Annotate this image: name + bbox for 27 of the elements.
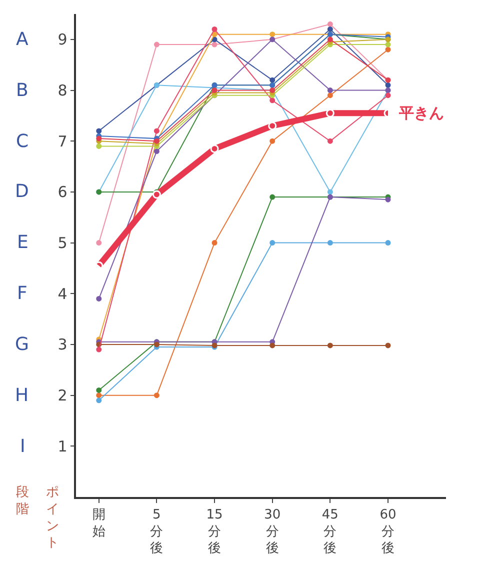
y-tick-label: 5 <box>58 234 68 252</box>
y-tick-label: 2 <box>58 386 68 405</box>
text: C <box>16 131 29 152</box>
x-tick-label: 5分後 <box>150 507 164 556</box>
text: G <box>15 334 29 355</box>
y-tick-label: 6 <box>58 183 68 202</box>
text: 段階 <box>16 485 29 517</box>
y-tick-label: 3 <box>58 336 68 354</box>
x-tick-label: 開始 <box>92 507 106 540</box>
text: H <box>15 385 29 406</box>
series-label: 平きん <box>398 104 444 122</box>
x-tick-label: 30分後 <box>264 507 281 556</box>
text: D <box>15 181 29 202</box>
y-tick-label: 7 <box>58 132 68 150</box>
y-tick-label: 9 <box>58 30 68 49</box>
text: B <box>16 80 28 101</box>
text: E <box>17 232 28 253</box>
y-tick-label: 4 <box>58 284 68 303</box>
x-tick-label: 15分後 <box>206 507 223 556</box>
text: I <box>20 436 26 457</box>
text: A <box>16 29 29 50</box>
y-axis-title: ポイント <box>46 485 59 551</box>
text: F <box>17 283 28 304</box>
x-tick-label: 45分後 <box>322 507 338 556</box>
y-tick-label: 1 <box>58 437 68 456</box>
y-tick-label: 8 <box>58 82 68 100</box>
x-tick-label: 60分後 <box>380 507 396 556</box>
